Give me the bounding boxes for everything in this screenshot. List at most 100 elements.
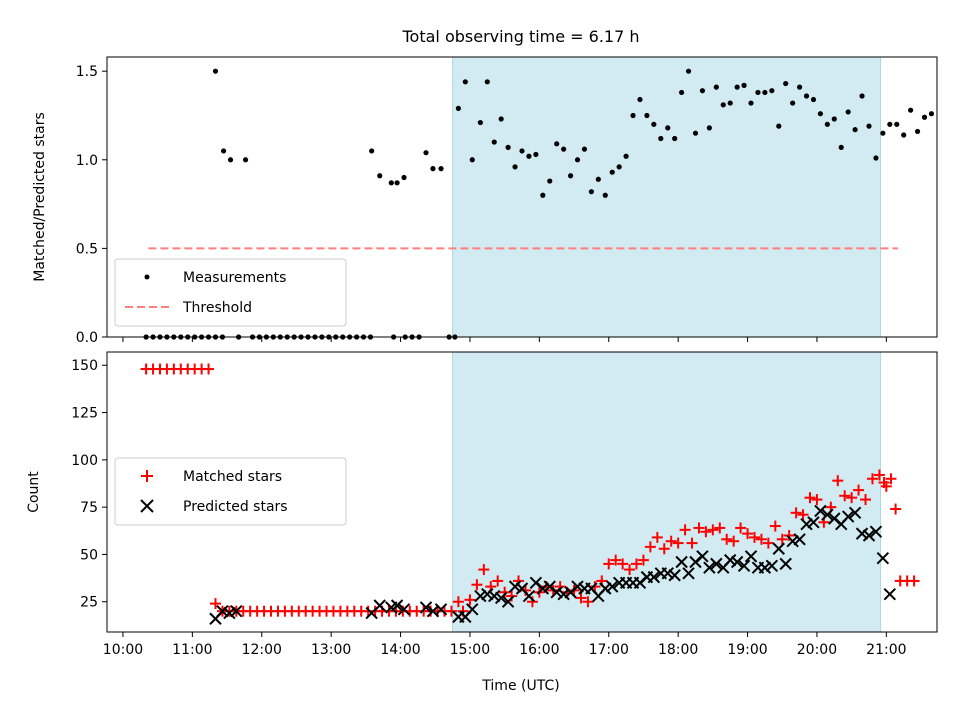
measurements-point (388, 180, 394, 186)
matched-stars-point (714, 522, 726, 534)
top-y-axis: 0.0 0.5 1.0 1.5 (76, 64, 107, 346)
predicted-stars-point (501, 595, 515, 608)
top-legend-box (114, 258, 347, 327)
matched-stars-point (631, 558, 643, 570)
measurements-point (512, 164, 518, 170)
measurements-point (845, 109, 851, 115)
measurements-point (699, 88, 706, 94)
predicted-stars-point (710, 557, 723, 571)
xtick-label: 17:00 (589, 642, 629, 658)
measurements-point (637, 96, 643, 103)
matched-stars-point (610, 554, 622, 566)
top-panel: 0.0 0.5 1.0 1.5 Total observing time = 6.17… (32, 27, 938, 346)
bot-ytick-label: 100 (71, 453, 98, 469)
measurements-point (769, 88, 775, 94)
predicted-stars-point (397, 603, 411, 616)
measurements-point (369, 148, 375, 154)
measurements-point (685, 68, 692, 74)
measurements-point (727, 100, 733, 106)
matched-stars-point (762, 537, 774, 549)
xtick-label: 18:00 (658, 642, 698, 658)
predicted-stars-point (373, 599, 386, 612)
predicted-stars-point (737, 559, 751, 572)
measurements-point (438, 166, 444, 172)
matched-stars-point (866, 473, 878, 485)
measurements-point (803, 93, 810, 99)
top-ytick-label: 0.0 (76, 330, 98, 346)
measurements-point (242, 157, 249, 163)
matched-stars-point (853, 484, 865, 496)
measurements-point (921, 114, 928, 120)
matched-stars-point (693, 522, 705, 534)
bot-ytick-label: 150 (71, 358, 98, 374)
matched-stars-point (526, 596, 538, 608)
matched-stars-point (804, 492, 816, 504)
matched-stars-point (203, 363, 215, 375)
matched-stars-point (651, 531, 663, 543)
measurements-point (713, 84, 719, 90)
legend-label-threshold: Threshold (182, 300, 252, 316)
predicted-stars-point (758, 561, 772, 574)
matched-stars-point (506, 590, 518, 602)
bot-ytick-label: 50 (80, 547, 98, 563)
bottom-y-axis: 25 50 75 100 125 150 (71, 358, 107, 611)
matched-stars-point (885, 473, 897, 485)
measurements-point (741, 82, 747, 88)
predicted-stars-point (772, 542, 785, 555)
measurements-point (776, 123, 782, 129)
measurements-point (852, 127, 858, 133)
predicted-stars-point (800, 517, 813, 531)
top-observing-span (452, 56, 882, 338)
measurements-point (665, 125, 671, 131)
predicted-stars-point (855, 527, 869, 540)
top-ytick-label: 1.0 (76, 153, 98, 169)
matched-stars-point (478, 564, 490, 576)
measurements-point (455, 105, 461, 111)
bot-ytick-label: 125 (71, 406, 98, 422)
bot-ytick-label: 25 (80, 595, 98, 611)
measurements-point (755, 89, 761, 96)
measurements-point (630, 112, 636, 119)
measurements-point (706, 125, 712, 131)
predicted-stars-point (862, 529, 876, 542)
matched-stars-point (679, 524, 691, 536)
measurements-point (790, 100, 796, 106)
predicted-stars-point (876, 552, 890, 565)
measurements-point (783, 80, 789, 87)
matched-stars-point (707, 524, 719, 536)
predicted-stars-point (779, 557, 792, 571)
matched-stars-point (644, 541, 656, 553)
matched-stars-point (728, 535, 740, 547)
predicted-stars-point (793, 533, 806, 546)
xtick-label: 19:00 (727, 642, 767, 658)
matched-stars-point (492, 575, 504, 587)
measurements-point (595, 176, 601, 182)
measurements-point (498, 116, 504, 122)
xtick-label: 15:00 (450, 642, 490, 658)
predicted-stars-legend-marker (140, 499, 154, 513)
predicted-stars-point (744, 550, 758, 563)
measurements-point (588, 189, 594, 195)
predicted-stars-point (807, 516, 820, 529)
matched-stars-point (790, 507, 802, 519)
measurements-point (901, 132, 907, 138)
measurements-point (748, 100, 754, 106)
matched-stars-point (209, 598, 221, 610)
predicted-stars-point (814, 504, 827, 518)
predicted-stars-point (869, 525, 883, 538)
measurements-point (720, 102, 726, 108)
measurements-point (796, 84, 803, 90)
xtick-label: 11:00 (172, 642, 212, 658)
matched-stars-legend-marker (141, 470, 153, 482)
predicted-stars-point (668, 569, 681, 582)
bottom-panel: 25 50 75 100 125 150 10:00 11:00 12:00 13:00 14:0… (26, 351, 938, 694)
measurements-point (561, 146, 567, 152)
measurements-point (491, 139, 497, 145)
measurements-point (227, 157, 234, 163)
measurements-point (423, 150, 429, 156)
matched-stars-point (637, 554, 649, 566)
matched-stars-point (776, 533, 788, 545)
matched-stars-point (908, 575, 920, 587)
measurements-point (220, 148, 227, 154)
xtick-label: 14:00 (380, 642, 420, 658)
